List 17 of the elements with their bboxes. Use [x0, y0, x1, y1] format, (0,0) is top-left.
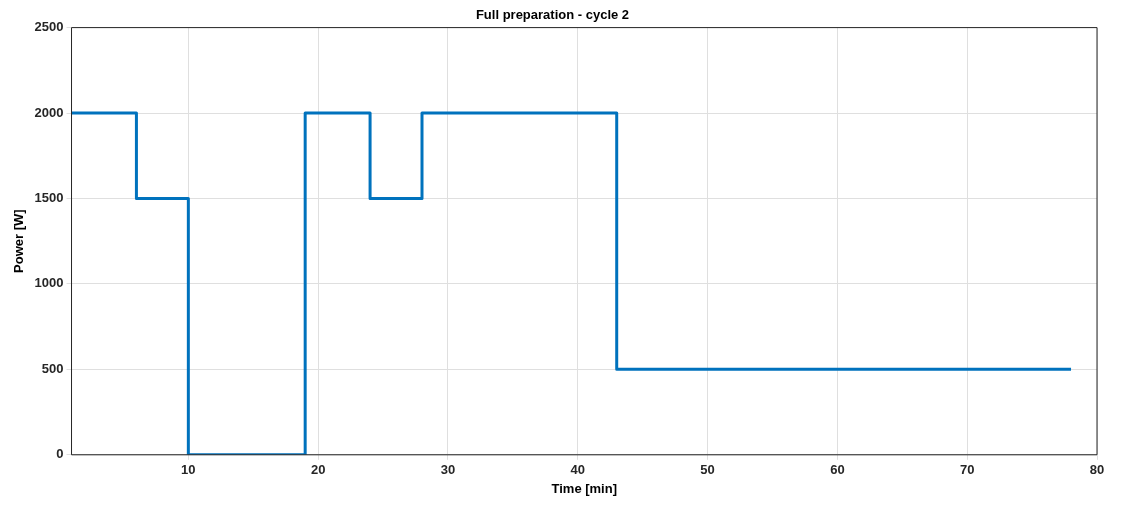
y-tick-label: 1500 [34, 190, 64, 206]
y-tick-label: 2500 [34, 19, 64, 35]
x-tick-label: 40 [570, 462, 585, 478]
x-tick-label: 70 [959, 462, 975, 478]
x-axis-title: Time [min] [551, 480, 618, 496]
y-tick-label: 1000 [34, 275, 64, 291]
y-axis-title: Power [W] [11, 209, 27, 273]
y-tick-label: 0 [56, 446, 64, 462]
x-tick-label: 80 [1089, 462, 1105, 478]
chart-title: Full preparation - cycle 2 [475, 7, 630, 23]
y-tick-label: 2000 [34, 104, 64, 120]
y-tick-label: 500 [41, 360, 64, 376]
x-tick-label: 30 [440, 462, 456, 478]
x-tick-label: 20 [310, 462, 326, 478]
x-tick-label: 60 [830, 462, 845, 478]
x-tick-label: 50 [700, 462, 715, 478]
x-tick-label: 10 [181, 462, 196, 478]
